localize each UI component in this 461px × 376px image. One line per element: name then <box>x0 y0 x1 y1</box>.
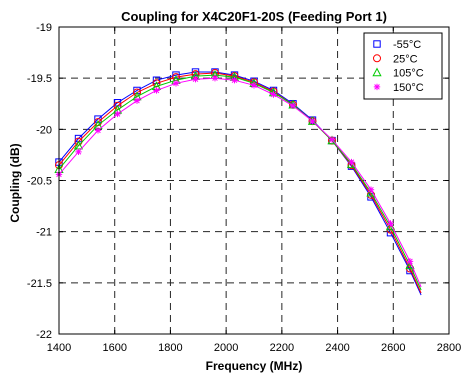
data-point-star <box>172 80 180 87</box>
series-line <box>58 74 422 291</box>
data-point-star <box>114 110 121 118</box>
y-tick-label: -21 <box>36 227 52 239</box>
x-tick-label: 2000 <box>214 342 238 354</box>
data-point-star <box>192 75 199 83</box>
data-point-star <box>406 258 414 265</box>
y-tick-label: -22 <box>36 329 52 341</box>
axis-ticks: 1400 1600 1800 2000 2200 2400 2600 2800 -19 -19.5… <box>27 22 461 354</box>
legend-marker-star <box>373 83 381 91</box>
data-point-star <box>270 91 277 98</box>
chart-title: Coupling for X4C20F1-20S (Feeding Port 1… <box>121 9 387 24</box>
data-point-star <box>250 82 258 89</box>
y-tick-label: -21.5 <box>27 278 52 290</box>
x-tick-label: 2800 <box>437 342 461 354</box>
series-4 <box>55 74 422 288</box>
data-point-star <box>75 148 82 156</box>
data-point-star <box>309 117 316 125</box>
series-line <box>58 77 422 288</box>
legend-label: -55°C <box>393 39 421 51</box>
legend-marker-triangle <box>372 67 382 77</box>
data-point-triangle <box>327 135 337 145</box>
data-point-star <box>153 87 160 94</box>
legend-marker-square <box>373 40 381 48</box>
x-tick-label: 2200 <box>270 342 294 354</box>
x-tick-label: 1600 <box>102 342 126 354</box>
x-tick-label: 2600 <box>381 342 405 354</box>
series-layer <box>54 68 422 296</box>
data-point-star <box>289 102 297 109</box>
data-point-star <box>348 158 355 166</box>
data-point-star <box>231 77 238 84</box>
x-tick-label: 2400 <box>325 342 349 354</box>
data-point-circle <box>133 88 141 97</box>
data-point-star <box>211 74 219 82</box>
data-point-star <box>387 220 394 227</box>
data-point-star <box>367 186 375 193</box>
legend-label: 150°C <box>393 82 424 94</box>
y-tick-label: -19 <box>36 22 52 34</box>
x-axis-label: Frequency (MHz) <box>206 359 303 373</box>
y-tick-label: -20.5 <box>27 176 52 188</box>
grid-lines <box>59 27 449 334</box>
x-tick-label: 1400 <box>47 342 71 354</box>
legend-item: -55°C <box>373 39 421 51</box>
legend-label: 105°C <box>393 68 424 80</box>
legend-label: 25°C <box>393 53 418 65</box>
data-point-star <box>133 97 141 104</box>
legend: -55°C 25°C 105°C 150°C <box>363 32 443 100</box>
legend-item: 25°C <box>373 53 418 65</box>
legend-marker-circle <box>373 54 381 63</box>
y-axis-label: Coupling (dB) <box>8 143 22 222</box>
legend-item: 105°C <box>372 67 424 80</box>
y-tick-label: -19.5 <box>27 73 52 85</box>
y-tick-label: -20 <box>36 124 52 136</box>
data-point-star <box>94 127 102 134</box>
legend-item: 150°C <box>373 82 424 94</box>
x-tick-label: 1800 <box>158 342 182 354</box>
data-point-star <box>328 136 336 143</box>
